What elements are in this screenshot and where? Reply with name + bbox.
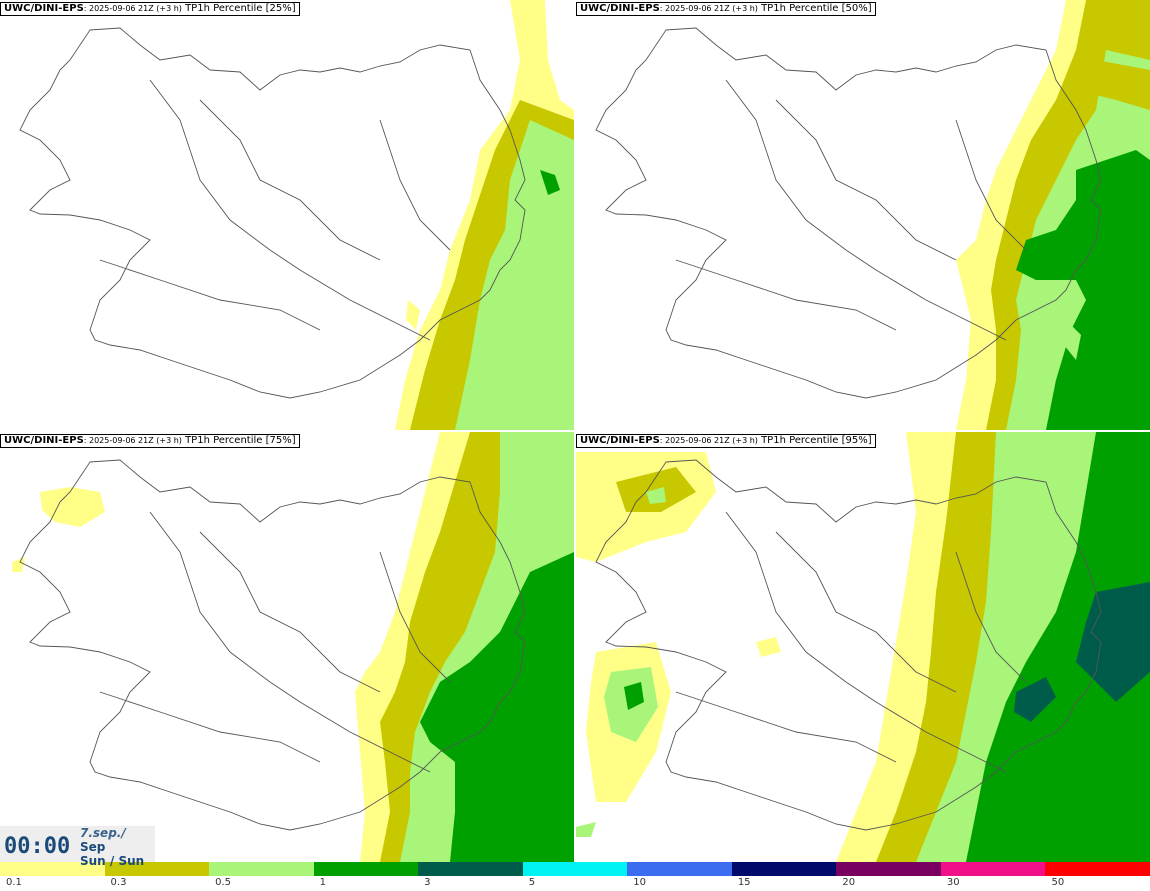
precip-map bbox=[595, 0, 1150, 430]
colorbar-tick-label: 5 bbox=[528, 877, 536, 888]
colorbar-segment bbox=[836, 862, 942, 876]
coastline bbox=[595, 27, 1102, 399]
colorbar-segment bbox=[522, 862, 628, 876]
map-panel-p75: UWC/DINI-EPS: 2025-09-06 21Z (+3 h) TP1h… bbox=[0, 432, 574, 862]
colorbar-segment bbox=[104, 862, 210, 876]
colorbar-segment bbox=[1045, 862, 1150, 876]
precip-map bbox=[576, 432, 1150, 862]
colorbar-tick-label: 3 bbox=[424, 877, 431, 888]
valid-time: 00:00 bbox=[4, 834, 71, 859]
colorbar-tick-label: 50 bbox=[1051, 877, 1065, 888]
map-panel-p50: UWC/DINI-EPS: 2025-09-06 21Z (+3 h) TP1h… bbox=[576, 0, 1150, 430]
colorbar-tick-label: 30 bbox=[946, 877, 960, 888]
colorbar-segment bbox=[0, 862, 106, 876]
panel-title: UWC/DINI-EPS: 2025-09-06 21Z (+3 h) TP1h… bbox=[576, 2, 876, 16]
colorbar-tick-label: 0.5 bbox=[215, 877, 231, 888]
panel-title: UWC/DINI-EPS: 2025-09-06 21Z (+3 h) TP1h… bbox=[0, 434, 300, 448]
panel-divider bbox=[0, 430, 1150, 432]
colorbar-segment bbox=[627, 862, 733, 876]
panel-title: UWC/DINI-EPS: 2025-09-06 21Z (+3 h) TP1h… bbox=[576, 434, 876, 448]
coastline bbox=[595, 459, 1102, 831]
valid-date: 7.sep./ Sep Sun / Sun bbox=[80, 826, 145, 868]
colorbar-tick-label: 0.1 bbox=[6, 877, 22, 888]
colorbar-tick-label: 1 bbox=[319, 877, 326, 888]
colorbar-tick-label: 20 bbox=[842, 877, 856, 888]
colorbar-segment bbox=[418, 862, 524, 876]
precip-map bbox=[19, 0, 574, 430]
colorbar-segment bbox=[940, 862, 1046, 876]
precip-map bbox=[12, 432, 574, 862]
valid-time-clock: 00:00 7.sep./ Sep Sun / Sun bbox=[0, 826, 155, 868]
map-panel-p95: UWC/DINI-EPS: 2025-09-06 21Z (+3 h) TP1h… bbox=[576, 432, 1150, 862]
colorbar-tick-label: 15 bbox=[737, 877, 751, 888]
map-panel-p25: UWC/DINI-EPS: 2025-09-06 21Z (+3 h) TP1h… bbox=[0, 0, 574, 430]
panel-title: UWC/DINI-EPS: 2025-09-06 21Z (+3 h) TP1h… bbox=[0, 2, 300, 16]
coastline bbox=[19, 27, 526, 399]
colorbar-tick-label: 10 bbox=[633, 877, 646, 888]
colorbar-segment bbox=[313, 862, 419, 876]
coastline bbox=[19, 459, 526, 831]
colorbar-segment bbox=[209, 862, 315, 876]
precip-colorbar: 0.1 0.3 0.5 1 3 5 10 15 20 30 50 bbox=[0, 862, 1150, 891]
colorbar-tick-label: 0.3 bbox=[110, 877, 127, 888]
colorbar-segment bbox=[731, 862, 837, 876]
